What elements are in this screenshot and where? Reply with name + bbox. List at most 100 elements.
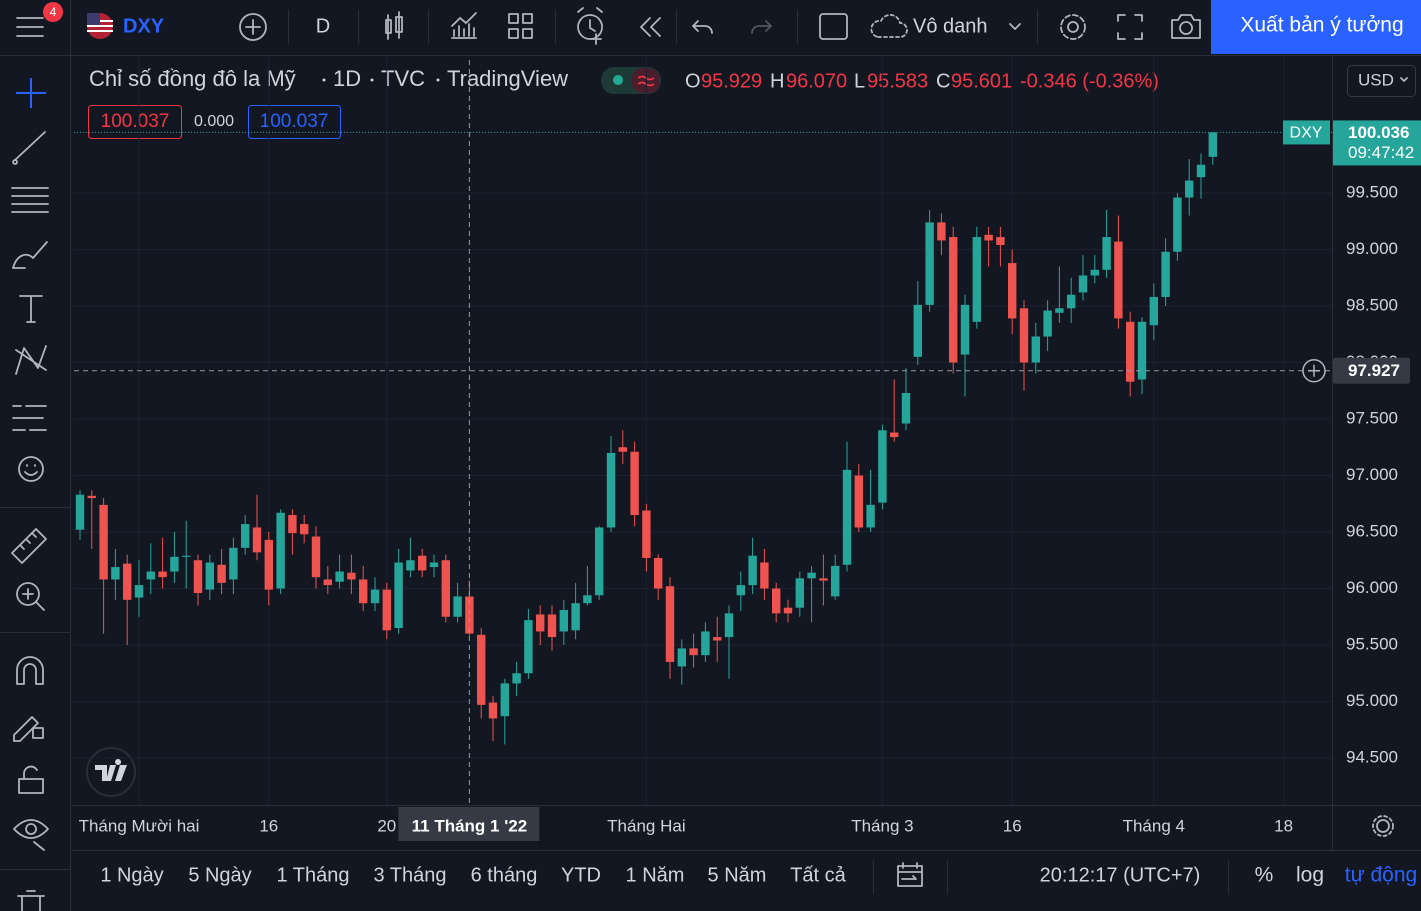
log-toggle[interactable]: log [1296,864,1324,887]
candle-body [866,504,875,528]
brush-tool[interactable] [12,241,48,269]
candle-body [123,563,132,600]
y-tick-label: 96.500 [1346,521,1398,540]
layout-button[interactable] [508,13,533,39]
range-button[interactable]: YTD [561,864,601,886]
chevron [1400,77,1408,82]
fib-tool[interactable] [11,187,49,213]
candle-body [441,560,450,617]
range-button[interactable]: 1 Năm [626,864,685,886]
icon [1060,14,1086,40]
replay-button[interactable] [640,17,661,37]
candle-body [512,673,521,684]
range-button[interactable]: Tất cả [790,864,846,886]
zoom-tool[interactable] [16,582,45,611]
icon-tool[interactable] [18,456,44,482]
candle-body [429,562,439,568]
text-tool[interactable] [19,295,43,323]
candle-body [252,527,262,553]
candle-body [831,565,840,597]
icon [1372,815,1394,837]
magnet-tool[interactable] [16,656,44,685]
candle-body [524,620,533,674]
fullscreen-button[interactable] [1117,14,1143,40]
publish-button[interactable] [1211,0,1421,54]
lock-drawings-tool[interactable] [13,716,44,742]
trash-tool[interactable] [17,890,45,911]
sell-button[interactable] [88,105,182,139]
trendline-tool[interactable] [12,131,46,165]
open-label: O [685,70,701,92]
candle-body [1008,263,1017,319]
y-tick-label: 95.000 [1346,691,1398,710]
redo-button[interactable] [751,20,772,34]
candle-body [1114,241,1123,319]
menu-button[interactable]: 4 [16,2,63,37]
y-tick-label: 95.500 [1346,634,1398,653]
candle-body [477,634,486,705]
measure-tool[interactable] [11,528,47,564]
y-tick-label: 97.000 [1346,465,1398,484]
buy-button[interactable] [248,105,341,139]
y-tick-label: 99.500 [1346,182,1398,201]
spread: 0.000 [194,113,234,130]
pattern-tool[interactable] [15,345,47,375]
range-button[interactable]: 1 Tháng [276,864,349,886]
last-price-box [1333,120,1421,166]
range-button[interactable]: 1 Ngày [100,864,163,886]
candle-body [937,222,946,241]
screenshot-button[interactable] [1171,14,1201,39]
undo-button[interactable] [692,20,713,34]
candle-body [854,475,863,528]
y-tick-label: 98.500 [1346,295,1398,314]
separator-dot [370,78,374,82]
layout-name: Vô danh [913,15,988,37]
candle-body [713,637,722,641]
visibility-tool[interactable] [13,819,49,851]
separator-dot [436,78,440,82]
range-button[interactable]: 5 Năm [708,864,767,886]
range-button[interactable]: 3 Tháng [373,864,446,886]
candle-body [406,560,415,571]
auto-toggle[interactable]: tự động [1345,864,1417,887]
icon [16,582,40,606]
candle-body [1055,308,1064,313]
alert-button[interactable] [577,7,603,45]
select-button[interactable] [819,13,848,40]
crosshair-time: 11 Tháng 1 '22 [412,816,528,835]
sell-price: 100.037 [101,111,170,132]
range-button[interactable]: 6 tháng [471,864,538,886]
candle-body [75,494,85,530]
percent-toggle[interactable]: % [1255,864,1274,887]
clock[interactable]: 20:12:17 (UTC+7) [1040,864,1201,886]
open-value: 95.929 [701,70,762,92]
settings-button[interactable] [1060,14,1086,40]
axis-settings[interactable] [1372,815,1394,837]
goto-date-button[interactable] [897,862,923,887]
currency-button[interactable] [1347,65,1416,97]
icon [1376,819,1390,833]
candle-body [323,579,332,586]
range-button[interactable]: 5 Ngày [188,864,251,886]
prediction-tool[interactable] [12,405,47,431]
chart-type-button[interactable] [385,11,403,40]
symbol-button[interactable]: DXY [87,13,165,39]
crosshair-tool[interactable] [16,78,46,108]
close-label: C [936,70,950,92]
candle-body [890,432,899,438]
indicators-button[interactable] [451,12,477,39]
low-label: L [854,70,865,92]
market-status [613,75,623,85]
compare-button[interactable] [239,13,267,41]
x-tick-label: Tháng 4 [1123,816,1185,835]
unlock-tool[interactable] [18,765,44,794]
candle-body [606,452,616,528]
candle-body [736,585,745,596]
interval-button[interactable]: D [316,15,330,37]
x-tick-label: 20 [377,816,396,835]
candle-body [677,648,686,667]
high-value: 96.070 [786,70,847,92]
layout-name-button[interactable]: Vô danh [870,14,1021,38]
candle-body [642,510,651,558]
